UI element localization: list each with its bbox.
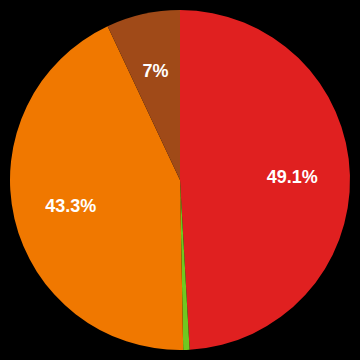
pie-slice: [180, 10, 350, 350]
pie-chart: 49.1% 43.3% 7%: [0, 0, 360, 360]
pie-slice: [10, 26, 183, 350]
data-label: 49.1%: [267, 167, 318, 187]
pie-slice: [108, 10, 180, 180]
data-labels: 49.1% 43.3% 7%: [45, 61, 317, 216]
data-label: 43.3%: [45, 196, 96, 216]
slices: [10, 10, 350, 350]
background: [0, 0, 360, 360]
data-label: 7%: [143, 61, 169, 81]
chart-container: 49.1% 43.3% 7%: [0, 0, 360, 360]
